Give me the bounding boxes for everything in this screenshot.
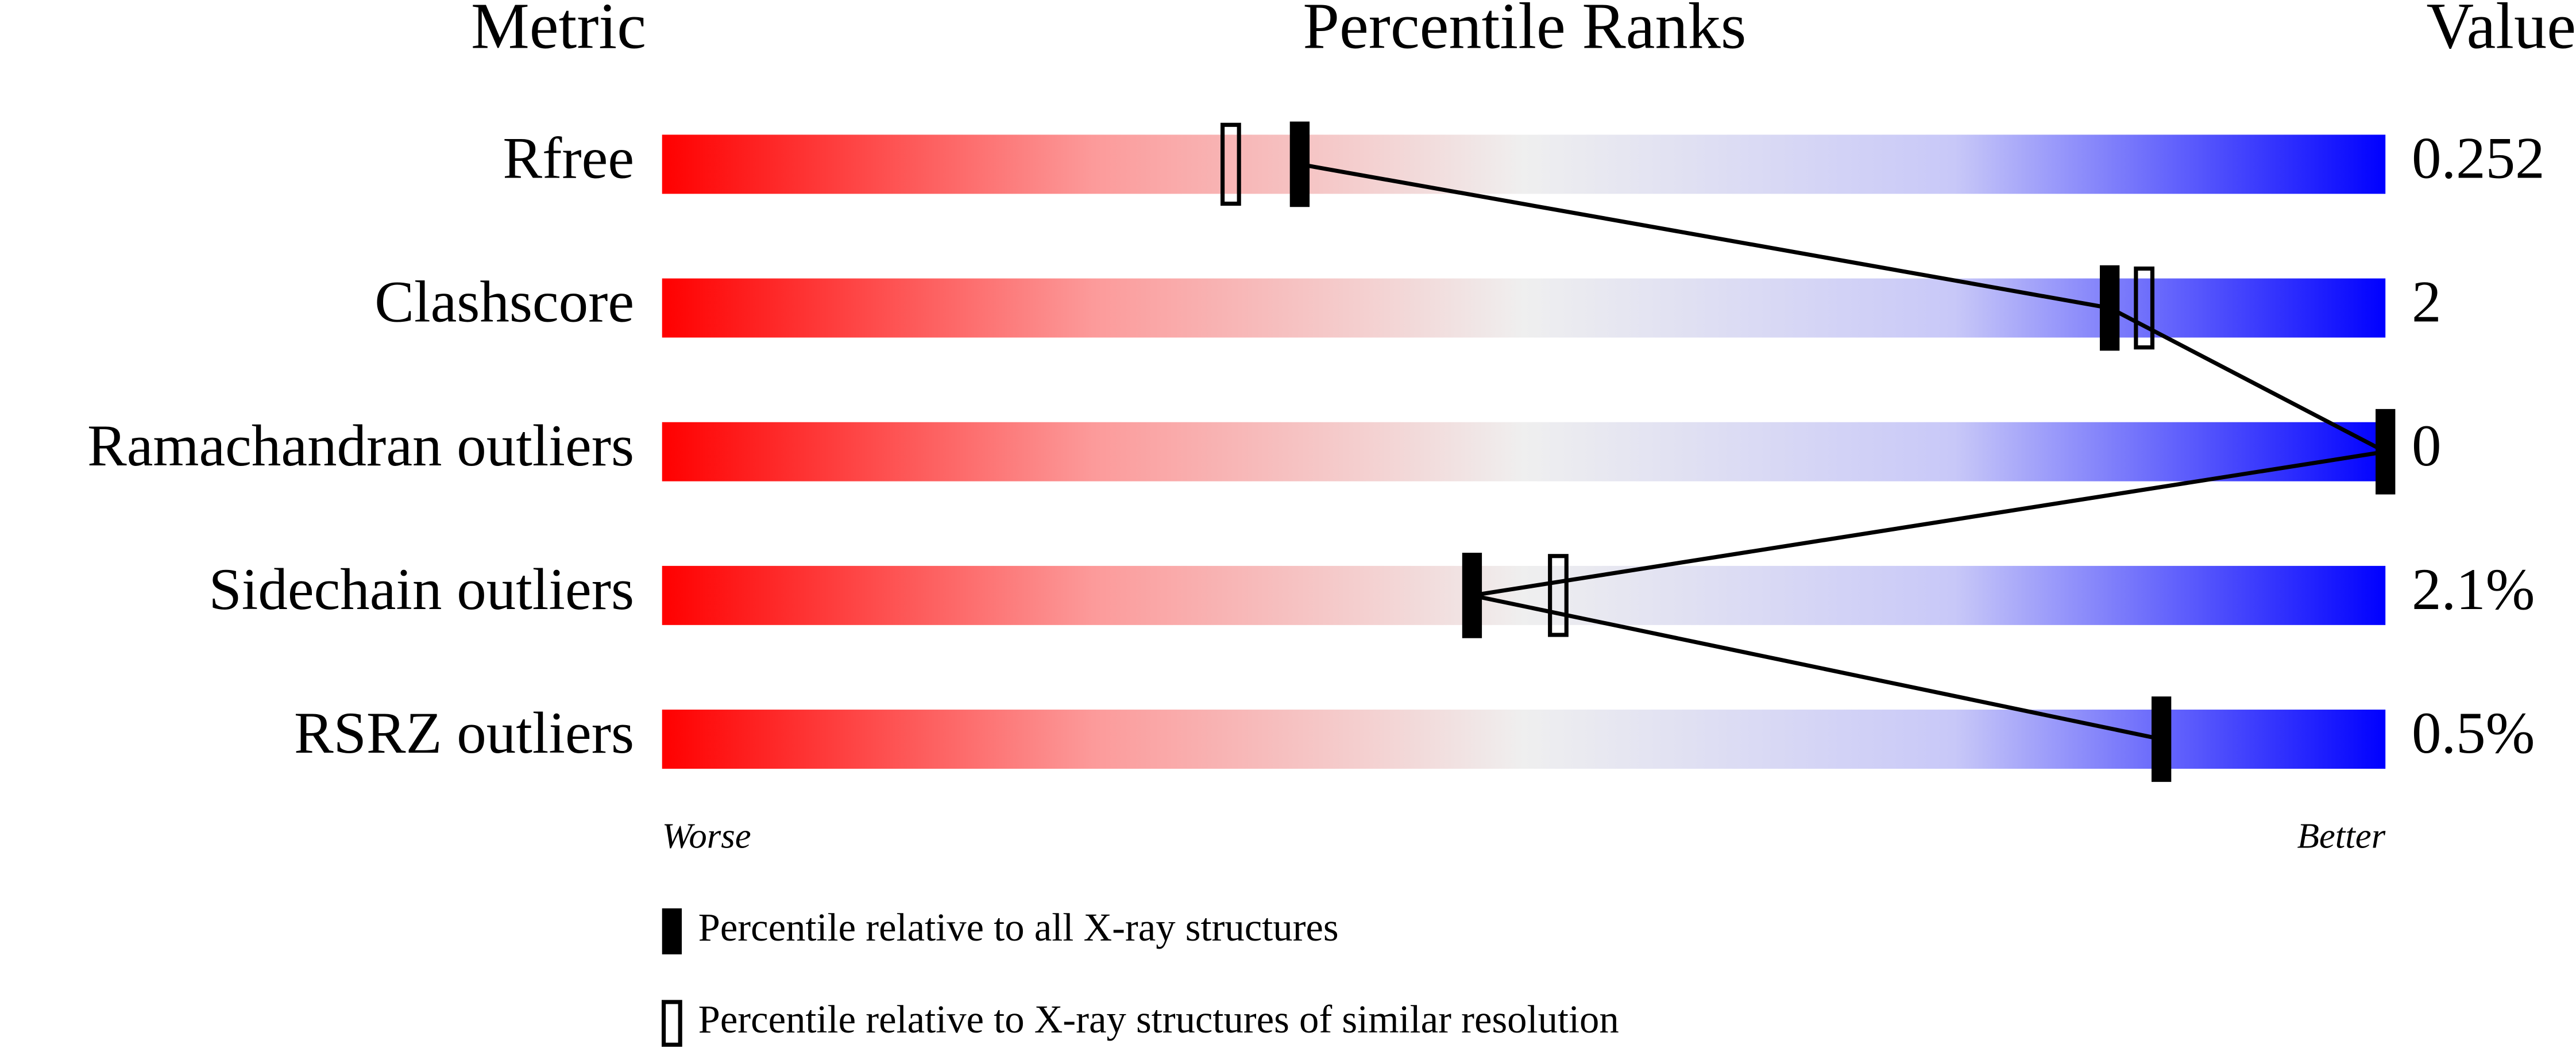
- percentile-bar: [662, 134, 2386, 194]
- metric-label: Rfree: [503, 126, 634, 191]
- legend-label: Percentile relative to X-ray structures …: [698, 997, 1619, 1041]
- metric-value: 0: [2412, 413, 2441, 479]
- header-value: Value: [2427, 0, 2576, 62]
- percentile-bar: [662, 710, 2386, 769]
- better-label: Better: [2297, 815, 2385, 856]
- legend-swatch: [661, 1000, 682, 1047]
- metric-value: 0.5%: [2412, 700, 2535, 766]
- metric-value: 2.1%: [2412, 557, 2535, 622]
- marker-all: [2151, 696, 2172, 782]
- legend-label: Percentile relative to all X-ray structu…: [698, 906, 1339, 949]
- marker-all: [1462, 553, 1482, 638]
- marker-all: [2099, 265, 2120, 351]
- percentile-bar: [662, 565, 2386, 625]
- metric-label: Clashscore: [374, 269, 634, 335]
- metric-label: Sidechain outliers: [208, 557, 634, 622]
- marker-all: [1289, 121, 1310, 207]
- metric-label: Ramachandran outliers: [87, 413, 634, 479]
- marker-similar: [2134, 266, 2155, 350]
- percentile-bar: [662, 422, 2386, 481]
- legend-swatch: [662, 908, 682, 955]
- marker-similar: [1220, 122, 1241, 206]
- metric-value: 0.252: [2412, 126, 2545, 191]
- marker-similar: [1548, 554, 1569, 637]
- metric-label: RSRZ outliers: [294, 700, 634, 766]
- marker-all: [2376, 409, 2396, 495]
- percentile-bar: [662, 278, 2386, 338]
- worse-label: Worse: [662, 815, 751, 856]
- header-metric: Metric: [471, 0, 646, 62]
- header-percentile: Percentile Ranks: [1303, 0, 1746, 62]
- metric-value: 2: [2412, 269, 2441, 335]
